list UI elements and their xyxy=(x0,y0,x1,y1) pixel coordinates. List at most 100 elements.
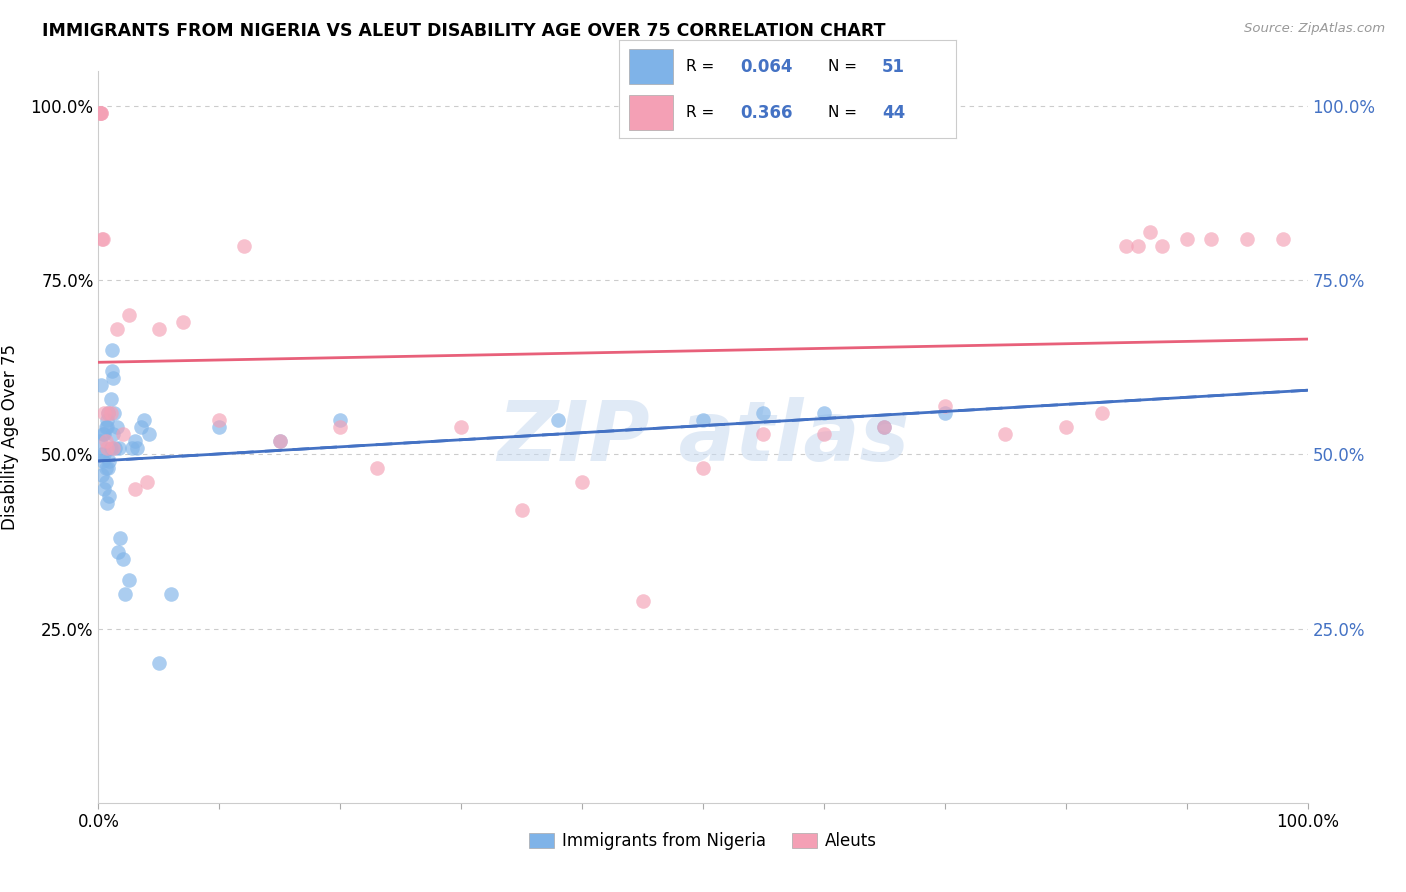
Point xyxy=(124,434,146,448)
Point xyxy=(111,426,134,441)
Point xyxy=(134,412,156,426)
Point xyxy=(101,441,124,455)
Point xyxy=(104,441,127,455)
Point xyxy=(1236,231,1258,245)
Point xyxy=(148,322,170,336)
Point xyxy=(100,364,122,378)
Point xyxy=(94,419,117,434)
Point xyxy=(752,426,775,441)
Point xyxy=(89,106,111,120)
Point xyxy=(172,315,194,329)
Text: 0.064: 0.064 xyxy=(740,58,793,76)
Point xyxy=(108,441,131,455)
Point xyxy=(994,426,1017,441)
Point xyxy=(873,419,896,434)
Point xyxy=(91,231,114,245)
Point xyxy=(450,419,472,434)
Point xyxy=(96,419,118,434)
Text: Source: ZipAtlas.com: Source: ZipAtlas.com xyxy=(1244,22,1385,36)
Point xyxy=(93,483,115,497)
Point xyxy=(96,441,118,455)
Point xyxy=(91,468,114,483)
Point xyxy=(1152,238,1174,252)
Point xyxy=(100,392,122,406)
Point xyxy=(98,454,121,468)
Text: R =: R = xyxy=(686,105,720,120)
Text: R =: R = xyxy=(686,59,720,74)
Point xyxy=(98,489,121,503)
Point xyxy=(1175,231,1198,245)
Point xyxy=(97,406,120,420)
Point xyxy=(91,448,114,462)
Point xyxy=(208,412,231,426)
Point xyxy=(510,503,533,517)
Point xyxy=(127,441,149,455)
Point xyxy=(1199,231,1222,245)
Point xyxy=(1115,238,1137,252)
Point xyxy=(329,419,352,434)
Point xyxy=(97,461,120,475)
Point xyxy=(100,441,122,455)
Point xyxy=(208,419,231,434)
Point xyxy=(366,461,388,475)
Point xyxy=(873,419,896,434)
Point xyxy=(97,406,120,420)
Point xyxy=(232,238,254,252)
Text: N =: N = xyxy=(828,59,862,74)
Point xyxy=(135,475,157,490)
Point xyxy=(129,419,152,434)
Text: 44: 44 xyxy=(882,103,905,121)
Point xyxy=(269,434,291,448)
Point xyxy=(105,322,128,336)
Point xyxy=(118,308,141,322)
Point xyxy=(91,231,114,245)
Point xyxy=(269,434,291,448)
Point xyxy=(1091,406,1114,420)
Point xyxy=(90,106,112,120)
Point xyxy=(96,496,118,510)
Point xyxy=(105,419,128,434)
Point xyxy=(100,343,122,357)
Point xyxy=(148,657,170,671)
Point xyxy=(94,475,117,490)
Text: N =: N = xyxy=(828,105,862,120)
Point xyxy=(934,406,956,420)
Point xyxy=(91,454,114,468)
Point xyxy=(1272,231,1295,245)
Point xyxy=(89,106,111,120)
Text: 0.366: 0.366 xyxy=(740,103,793,121)
Point xyxy=(752,406,775,420)
Point xyxy=(114,587,136,601)
Text: ZIP atlas: ZIP atlas xyxy=(496,397,910,477)
Point xyxy=(93,406,115,420)
Point xyxy=(1139,225,1161,239)
Point xyxy=(631,594,654,608)
Point xyxy=(101,426,124,441)
Point xyxy=(90,377,112,392)
Point xyxy=(89,434,111,448)
Point xyxy=(121,441,143,455)
Point xyxy=(90,106,112,120)
Point xyxy=(1054,419,1077,434)
Point xyxy=(571,475,593,490)
Legend: Immigrants from Nigeria, Aleuts: Immigrants from Nigeria, Aleuts xyxy=(523,825,883,856)
FancyBboxPatch shape xyxy=(628,95,672,130)
Point xyxy=(111,552,134,566)
FancyBboxPatch shape xyxy=(628,49,672,85)
Point xyxy=(329,412,352,426)
Point xyxy=(692,412,714,426)
Point xyxy=(118,573,141,587)
Text: 51: 51 xyxy=(882,58,905,76)
Point xyxy=(91,426,114,441)
Text: IMMIGRANTS FROM NIGERIA VS ALEUT DISABILITY AGE OVER 75 CORRELATION CHART: IMMIGRANTS FROM NIGERIA VS ALEUT DISABIL… xyxy=(42,22,886,40)
Y-axis label: Disability Age Over 75: Disability Age Over 75 xyxy=(1,344,20,530)
Point xyxy=(547,412,569,426)
Point xyxy=(692,461,714,475)
Point xyxy=(124,483,146,497)
Point xyxy=(93,448,115,462)
Point xyxy=(813,426,835,441)
Point xyxy=(94,461,117,475)
Point xyxy=(934,399,956,413)
Point xyxy=(108,531,131,545)
Point xyxy=(103,406,125,420)
